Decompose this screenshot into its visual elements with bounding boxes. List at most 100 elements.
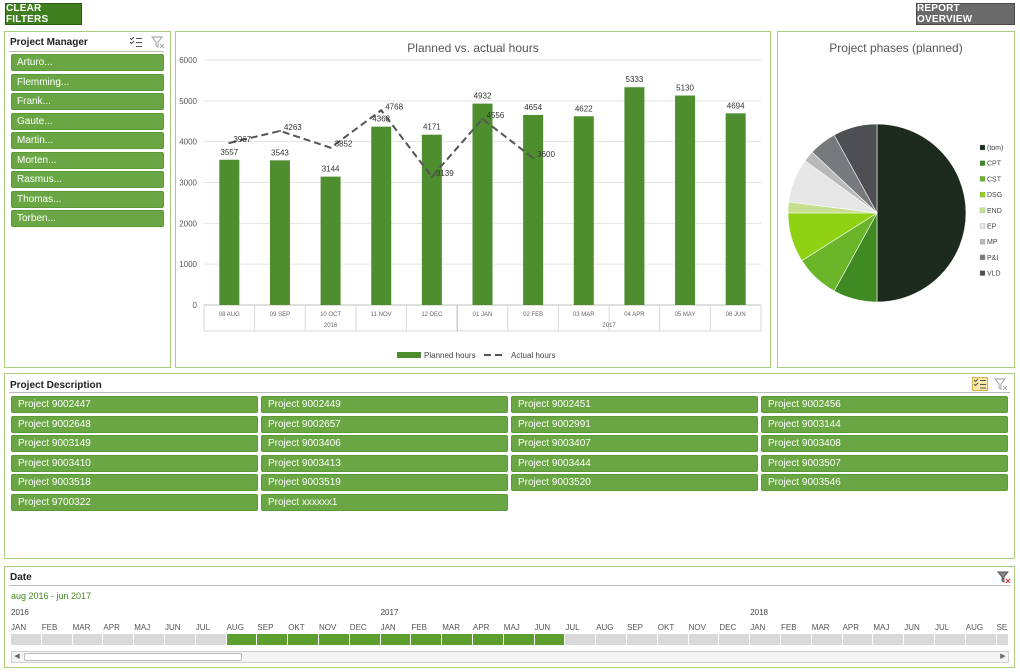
scrollbar-thumb[interactable] xyxy=(24,653,242,661)
project-description-item[interactable]: Project 9002648 xyxy=(11,415,258,433)
project-manager-item[interactable]: Arturo... xyxy=(11,54,164,71)
planned-data-label: 4932 xyxy=(474,92,492,101)
timeline-month-cell[interactable] xyxy=(503,634,535,645)
timeline-month-cell[interactable] xyxy=(904,634,935,645)
timeline-month-cell[interactable] xyxy=(195,634,227,645)
project-manager-item[interactable]: Morten... xyxy=(11,151,164,169)
timeline-month-cell[interactable] xyxy=(688,634,720,645)
multi-select-icon[interactable] xyxy=(972,377,988,391)
y-tick-label: 5000 xyxy=(179,97,197,106)
project-description-item[interactable]: Project 9700322 xyxy=(11,493,258,511)
scroll-right-icon[interactable]: ▶ xyxy=(1000,653,1006,660)
timeline-month-cell[interactable] xyxy=(996,634,1009,645)
timeline-month-label: MAR xyxy=(442,623,460,632)
planned-data-label: 5130 xyxy=(676,84,694,93)
timeline-month-cell[interactable] xyxy=(257,634,289,645)
project-manager-item[interactable]: Rasmus... xyxy=(11,171,164,188)
actual-point xyxy=(481,117,484,120)
project-manager-item[interactable]: Martin... xyxy=(11,132,164,149)
timeline-month-cell[interactable] xyxy=(719,634,751,645)
timeline-month-label: FEB xyxy=(781,623,797,632)
project-description-item[interactable]: Project 9003149 xyxy=(11,435,258,452)
y-tick-label: 6000 xyxy=(179,56,197,65)
project-description-item[interactable]: Project 9002456 xyxy=(761,396,1008,413)
project-description-item[interactable]: Project 9003507 xyxy=(761,454,1008,472)
project-manager-item[interactable]: Flemming... xyxy=(11,73,164,91)
timeline-month-label: MAJ xyxy=(134,623,151,632)
clear-filter-icon[interactable] xyxy=(997,571,1011,583)
timeline-month-label: OKT xyxy=(657,623,675,632)
timeline-month-cell[interactable] xyxy=(288,634,319,645)
timeline-month-cell[interactable] xyxy=(811,634,843,645)
project-description-item[interactable]: Project 9003520 xyxy=(511,474,758,491)
project-description-item[interactable]: Project 9003546 xyxy=(761,474,1008,491)
timeline-month-cell[interactable] xyxy=(596,634,627,645)
clear-filter-icon[interactable] xyxy=(151,36,165,48)
timeline-month-cell[interactable] xyxy=(657,634,689,645)
timeline-month-cell[interactable] xyxy=(134,634,165,645)
timeline-month-cell[interactable] xyxy=(319,634,350,645)
x-tick-label: 08 AUG xyxy=(219,312,240,318)
project-description-item[interactable]: Project 9003518 xyxy=(11,474,258,491)
project-description-item[interactable]: Project 9003519 xyxy=(261,474,508,491)
timeline-month-cell[interactable] xyxy=(41,634,73,645)
multi-select-icon[interactable] xyxy=(129,36,143,48)
year-group-label: 2017 xyxy=(602,323,616,329)
timeline-month-cell[interactable] xyxy=(11,634,42,645)
actual-point xyxy=(380,109,383,112)
legend-swatch xyxy=(979,207,986,213)
timeline-month-cell[interactable] xyxy=(750,634,781,645)
timeline-month-cell[interactable] xyxy=(965,634,997,645)
timeline-month-cell[interactable] xyxy=(72,634,104,645)
scroll-left-icon[interactable]: ◀ xyxy=(14,653,20,660)
project-manager-item[interactable]: Thomas... xyxy=(11,190,164,208)
timeline-month-cell[interactable] xyxy=(226,634,258,645)
project-description-item[interactable]: Project 9003407 xyxy=(511,435,758,452)
project-description-item[interactable]: Project 9002657 xyxy=(261,415,508,433)
timeline-month-cell[interactable] xyxy=(380,634,412,645)
project-description-item[interactable]: Project 9002991 xyxy=(511,415,758,433)
x-tick-label: 11 NOV xyxy=(371,312,392,318)
timeline-month-cell[interactable] xyxy=(935,634,966,645)
project-manager-item[interactable]: Gaute... xyxy=(11,112,164,130)
planned-data-label: 3557 xyxy=(220,148,238,157)
timeline-month-cell[interactable] xyxy=(627,634,658,645)
timeline-scrollbar[interactable]: ◀ ▶ xyxy=(11,651,1009,663)
clear-filter-icon[interactable] xyxy=(994,378,1008,390)
timeline-month-cell[interactable] xyxy=(842,634,874,645)
project-description-item[interactable]: Project 9002451 xyxy=(511,396,758,413)
legend-label-actual: Actual hours xyxy=(511,351,555,360)
timeline-month-cell[interactable] xyxy=(565,634,597,645)
timeline-month-cell[interactable] xyxy=(473,634,504,645)
timeline-month-cell[interactable] xyxy=(103,634,135,645)
timeline-month-label: JUN xyxy=(165,623,181,632)
timeline-month-cell[interactable] xyxy=(165,634,196,645)
project-description-item[interactable]: Project 9002449 xyxy=(261,396,508,413)
project-description-item[interactable]: Project 9003406 xyxy=(261,435,508,452)
project-description-item[interactable]: Project 9003408 xyxy=(761,435,1008,452)
report-overview-button[interactable]: REPORT OVERVIEW xyxy=(916,3,1015,25)
project-description-item[interactable]: Project xxxxxx1 xyxy=(261,493,508,511)
timeline-month-cell[interactable] xyxy=(534,634,566,645)
timeline-year-label: 2017 xyxy=(380,608,399,617)
project-description-item[interactable]: Project 9003410 xyxy=(11,454,258,472)
project-description-item[interactable]: Project 9002447 xyxy=(11,396,258,413)
project-manager-item[interactable]: Frank... xyxy=(11,93,164,110)
project-description-item[interactable]: Project 9003444 xyxy=(511,454,758,472)
y-tick-label: 0 xyxy=(193,301,198,310)
timeline-month-cell[interactable] xyxy=(442,634,473,645)
legend-swatch xyxy=(979,144,986,151)
project-description-item[interactable]: Project 9003144 xyxy=(761,415,1008,433)
clear-filters-button[interactable]: CLEAR FILTERS xyxy=(5,3,82,25)
y-tick-label: 1000 xyxy=(179,260,197,269)
project-manager-item[interactable]: Torben... xyxy=(11,210,164,227)
timeline-month-cell[interactable] xyxy=(349,634,381,645)
timeline-month-cell[interactable] xyxy=(411,634,443,645)
project-description-item[interactable]: Project 9003413 xyxy=(261,454,508,472)
timeline-month-cell[interactable] xyxy=(873,634,905,645)
legend-label: P&I xyxy=(987,255,998,262)
planned-data-label: 3144 xyxy=(322,165,340,174)
timeline-month-cell[interactable] xyxy=(781,634,812,645)
project-manager-title: Project Manager xyxy=(10,37,88,48)
legend-swatch xyxy=(979,191,986,198)
